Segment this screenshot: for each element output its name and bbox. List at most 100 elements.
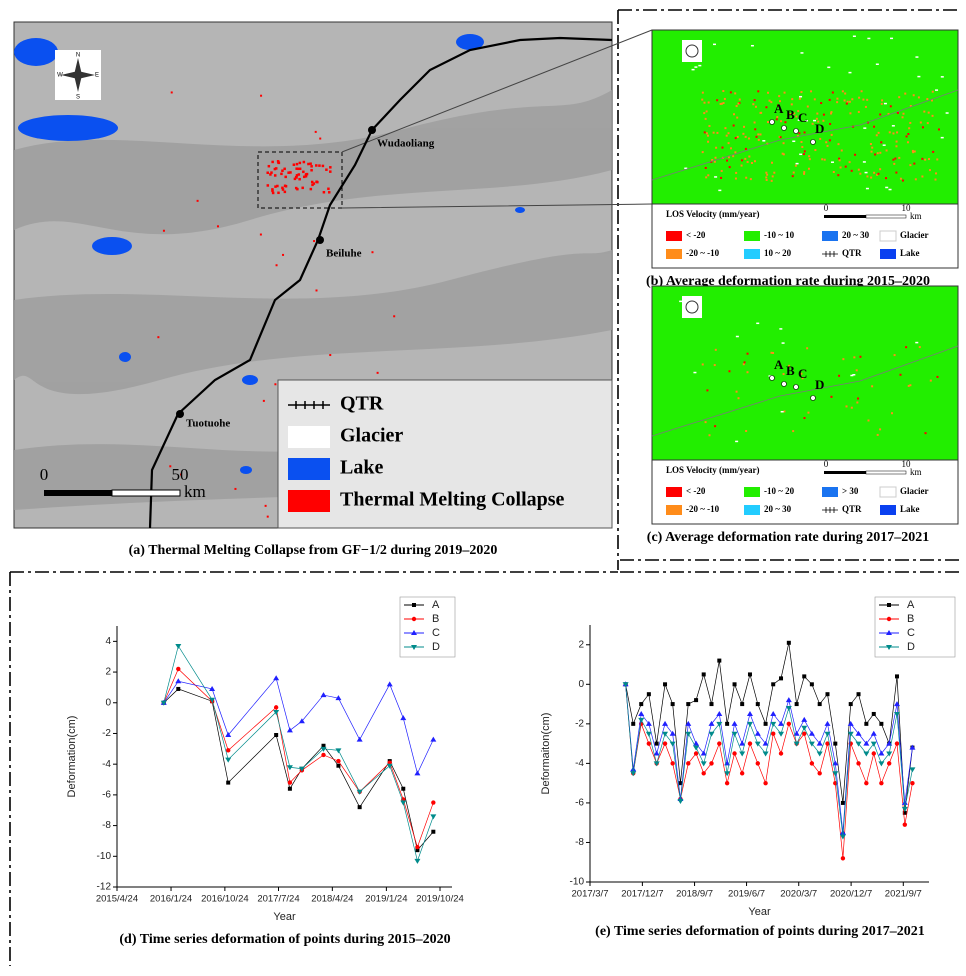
speckle [780,120,782,122]
speckle [886,149,888,151]
data-point [336,764,340,768]
scale-label: 0 [824,459,829,469]
speckle [902,116,904,118]
speckle [922,126,924,128]
speckle [747,161,749,163]
glacier-speckle [735,441,738,443]
spot [274,383,276,385]
data-point [887,761,891,765]
speckle [854,154,856,156]
data-point [833,742,837,746]
speckle [751,162,753,164]
data-point [818,702,822,706]
glacier-speckle [693,372,696,374]
speckle [705,118,707,120]
glacier-speckle [883,144,886,146]
speckle [898,157,900,159]
speckle [890,105,892,107]
speckle [871,147,873,149]
speckle [743,363,745,365]
data-point [748,672,752,676]
speckle [798,132,800,134]
data-point [872,712,876,716]
scale-bar [866,215,906,218]
legend-title: LOS Velocity (mm/year) [666,465,760,475]
glacier-speckle [698,65,701,67]
speckle [932,91,934,93]
data-point [226,748,230,752]
speckle [702,92,704,94]
data-point [287,727,293,732]
spot [293,163,296,166]
speckle [857,398,859,400]
speckle [722,90,724,92]
y-tick-label: -10 [570,877,585,888]
legend-symbol [666,505,682,515]
legend-label: Lake [340,457,383,479]
data-point [786,697,792,702]
speckle [902,113,904,115]
speckle [769,100,771,102]
spot [276,264,278,266]
scale-unit: km [184,482,206,501]
spot [329,354,331,356]
data-point [849,702,853,706]
data-point [910,781,914,785]
speckle [724,98,726,100]
speckle [702,151,704,153]
speckle [871,151,873,153]
data-point [879,781,883,785]
speckle [894,158,896,160]
speckle [924,159,926,161]
speckle [766,174,768,176]
x-tick-label: 2020/12/7 [830,889,872,900]
speckle [726,135,728,137]
legend-label: D [907,641,915,653]
data-point [685,732,691,737]
speckle [844,100,846,102]
data-point [274,705,278,709]
data-point [694,751,698,755]
data-point [431,800,435,804]
y-tick-label: 2 [105,667,111,678]
data-point [716,711,722,716]
data-point [764,722,768,726]
speckle [771,162,773,164]
speckle [754,160,756,162]
speckle [867,419,869,421]
speckle [836,98,838,100]
data-point [739,752,745,757]
speckle [793,172,795,174]
speckle [830,396,832,398]
data-point [864,781,868,785]
data-point [810,682,814,686]
data-point [709,732,715,737]
data-point [795,702,799,706]
speckle [745,177,747,179]
glacier-speckle [692,69,695,71]
data-point [725,781,729,785]
speckle [846,103,848,105]
glacier-speckle [848,72,851,74]
speckle [819,138,821,140]
speckle [858,97,860,99]
glacier-speckle [796,163,799,165]
y-axis-label: Deformaiton(cm) [540,713,552,795]
data-point [175,678,181,683]
speckle [704,131,706,133]
speckle [936,376,938,378]
speckle [861,90,863,92]
spot [307,163,310,166]
data-point [336,759,340,763]
speckle [803,173,805,175]
data-point [701,761,707,766]
speckle [770,352,772,354]
spot [267,516,269,518]
place-label: Tuotuohe [186,418,230,430]
data-point [686,702,690,706]
point-marker [794,385,799,390]
y-tick-label: 4 [105,636,111,647]
x-tick-label: 2017/7/24 [257,894,299,905]
y-tick-label: 2 [578,639,584,650]
speckle [918,96,920,98]
